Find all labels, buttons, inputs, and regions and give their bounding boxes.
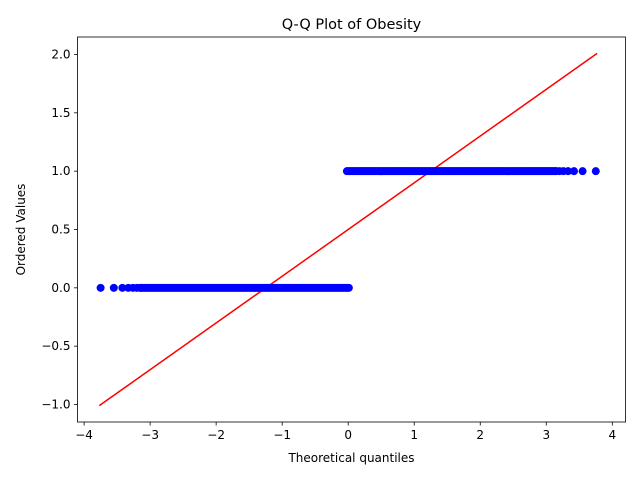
x-tick-label: −2 — [207, 428, 225, 442]
x-tick-label: 2 — [476, 428, 484, 442]
data-point — [564, 167, 573, 176]
data-point — [118, 283, 127, 292]
y-tick-label: −1.0 — [41, 398, 70, 412]
x-tick-label: −3 — [141, 428, 159, 442]
data-point — [344, 283, 353, 292]
x-tick-label: −4 — [75, 428, 93, 442]
x-axis-ticks: −4 −3 −2 −1 0 1 2 3 4 — [75, 422, 616, 442]
y-tick-label: −0.5 — [41, 339, 70, 353]
data-point — [109, 283, 118, 292]
x-tick-label: −1 — [273, 428, 291, 442]
fit-line-layer — [98, 52, 598, 407]
y-tick-label: 0.0 — [51, 281, 70, 295]
data-point — [136, 283, 145, 292]
data-point — [578, 167, 587, 176]
y-axis-label: Ordered Values — [14, 184, 28, 276]
y-tick-label: 1.5 — [51, 106, 70, 120]
y-axis-ticks: −1.0 −0.5 0.0 0.5 1.0 1.5 2.0 — [41, 48, 78, 412]
x-axis-label: Theoretical quantiles — [287, 451, 414, 465]
x-tick-label: 4 — [608, 428, 616, 442]
x-tick-label: 0 — [344, 428, 352, 442]
y-tick-label: 1.0 — [51, 164, 70, 178]
x-tick-label: 1 — [410, 428, 418, 442]
data-point — [570, 167, 579, 176]
y-tick-label: 0.5 — [51, 223, 70, 237]
data-points-layer — [96, 167, 600, 292]
chart-title: Q-Q Plot of Obesity — [282, 17, 422, 33]
data-point — [591, 167, 600, 176]
y-tick-label: 2.0 — [51, 48, 70, 62]
fit-line — [98, 52, 598, 407]
x-tick-label: 3 — [542, 428, 550, 442]
data-point — [96, 283, 105, 292]
